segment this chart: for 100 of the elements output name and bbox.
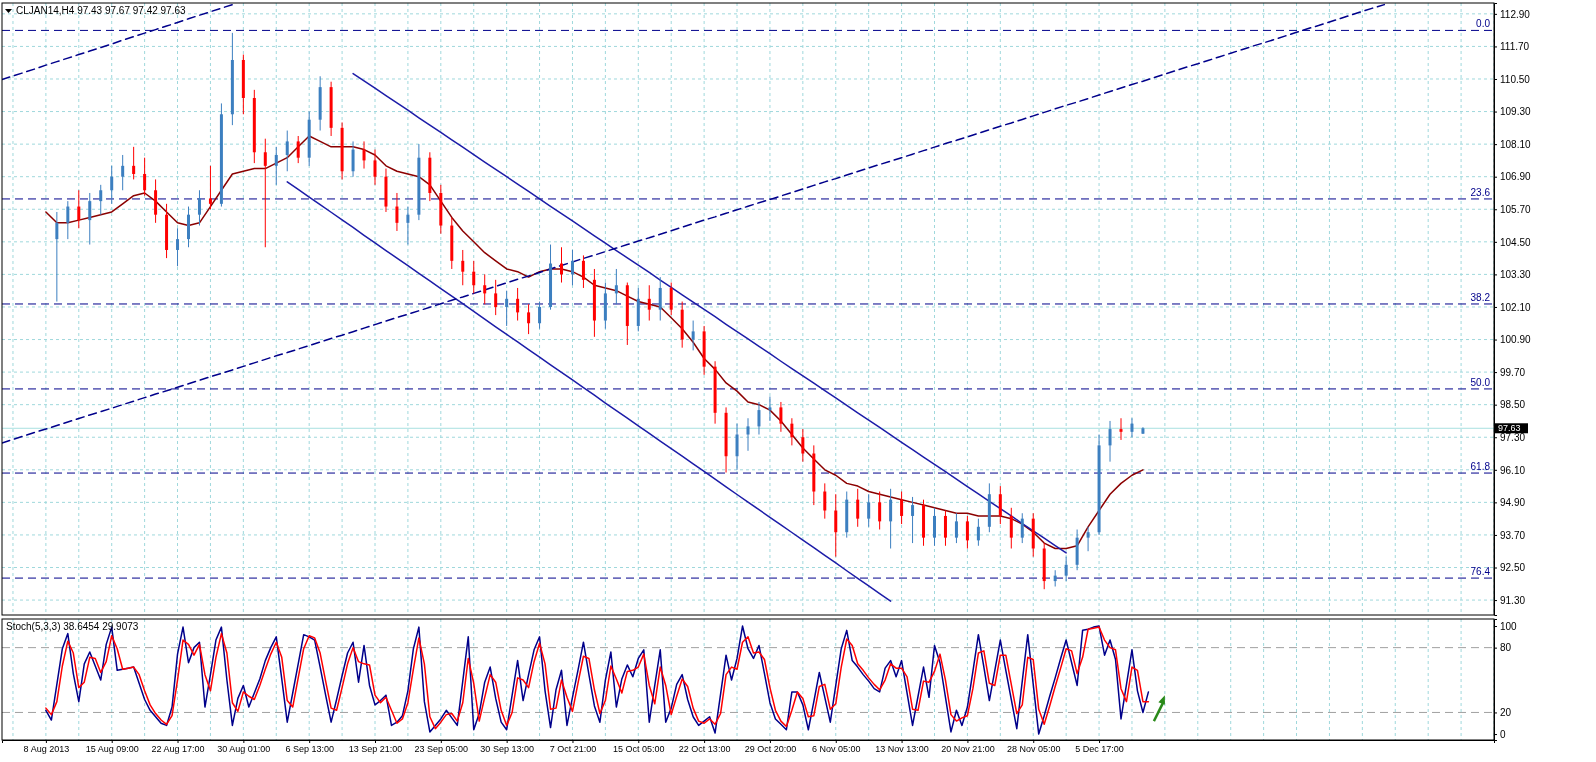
x-tick-label: 29 Oct 20:00 [744, 744, 797, 755]
candlestick [1130, 417, 1134, 438]
candlestick [285, 130, 289, 172]
x-tick-label: 30 Sep 13:00 [480, 744, 534, 755]
candlestick [516, 287, 520, 322]
candlestick [55, 211, 59, 303]
x-tick-label: 22 Oct 13:00 [678, 744, 731, 755]
y-tick-label: 99.70 [1500, 366, 1526, 378]
candlestick [99, 184, 103, 216]
x-tick-label: 5 Dec 17:00 [1075, 744, 1124, 755]
candlestick [768, 396, 772, 422]
annotation: 76.4 [1470, 566, 1491, 578]
y-tick-label: 97.30 [1500, 431, 1526, 443]
candlestick [647, 284, 651, 322]
candlestick [976, 518, 980, 547]
x-tick-label: 15 Oct 05:00 [613, 744, 665, 755]
candlestick [801, 428, 805, 463]
candlestick [878, 491, 882, 531]
candlestick [735, 423, 739, 471]
y-tick-label: 100.90 [1500, 334, 1532, 346]
candlestick [373, 149, 377, 186]
line-series [286, 181, 892, 602]
line-series [352, 72, 1067, 554]
candlestick [132, 146, 136, 180]
x-tick-label: 6 Sep 13:00 [285, 744, 334, 755]
y-tick-label: 106.90 [1500, 171, 1532, 183]
candlestick [88, 192, 92, 246]
candlestick [867, 493, 871, 528]
candlestick [943, 510, 947, 547]
candlestick [900, 491, 904, 525]
candlestick [1064, 556, 1068, 582]
candlestick [757, 401, 761, 436]
candlestick [998, 485, 1002, 525]
candlestick [570, 249, 574, 286]
candlestick [581, 254, 585, 289]
candlestick [954, 512, 958, 544]
candlestick [461, 249, 465, 286]
y-tick-label: 0 [1500, 728, 1506, 740]
candlestick [483, 273, 487, 305]
candlestick [197, 189, 201, 227]
y-tick-label: 93.70 [1500, 529, 1526, 541]
y-tick-label: 98.50 [1500, 399, 1526, 411]
annotation: 0.0 [1476, 18, 1491, 30]
candlestick [746, 417, 750, 452]
line-series [45, 135, 1144, 550]
candlestick [406, 206, 410, 246]
annotation: 61.8 [1470, 461, 1491, 473]
candlestick [395, 192, 399, 232]
candlestick [1020, 512, 1024, 544]
chart-title: CLJAN14,H4 97.43 97.67 97.42 97.63 [16, 5, 187, 16]
candlestick [1119, 417, 1123, 441]
candlestick [779, 401, 783, 433]
x-tick-label: 22 Aug 17:00 [151, 744, 205, 755]
candlestick [208, 165, 212, 210]
candlestick [176, 227, 180, 267]
y-tick-label: 92.50 [1500, 562, 1526, 574]
ref-line-label: 97.63 [1498, 423, 1521, 434]
candlestick [263, 138, 267, 248]
candlestick [505, 290, 509, 327]
candlestick [472, 260, 476, 294]
candlestick [1086, 526, 1090, 552]
candlestick [494, 279, 498, 316]
x-tick-label: 13 Sep 21:00 [348, 744, 403, 755]
annotation: 50.0 [1470, 376, 1491, 388]
candlestick [1108, 420, 1112, 463]
candlestick [834, 493, 838, 558]
y-tick-label: 109.30 [1500, 106, 1532, 118]
candlestick [856, 488, 860, 528]
candlestick [362, 140, 366, 170]
candlestick [121, 154, 125, 191]
x-tick-label: 15 Aug 09:00 [85, 744, 139, 755]
candlestick [614, 268, 618, 305]
x-tick-label: 6 Nov 05:00 [811, 744, 861, 755]
y-tick-label: 80 [1500, 642, 1512, 654]
x-tick-label: 28 Nov 05:00 [1006, 744, 1061, 755]
candlestick [66, 200, 70, 240]
y-tick-label: 111.70 [1500, 41, 1530, 53]
x-tick-label: 20 Nov 21:00 [941, 744, 995, 755]
candlestick [538, 301, 542, 330]
y-tick-label: 103.30 [1500, 269, 1532, 281]
candlestick [77, 189, 81, 229]
x-tick-label: 8 Aug 2013 [23, 744, 70, 755]
y-tick-label: 91.30 [1500, 594, 1526, 606]
candlestick [351, 140, 355, 178]
annotation: 23.6 [1470, 186, 1491, 198]
annotation: 38.2 [1470, 291, 1491, 303]
candlestick [296, 135, 300, 164]
y-tick-label: 96.10 [1500, 464, 1526, 476]
x-tick-label: 30 Aug 01:00 [217, 744, 271, 755]
chart-title: Stoch(5,3,3) 38.6454 29.9073 [6, 621, 139, 632]
candlestick [274, 146, 278, 186]
y-tick-label: 112.90 [1500, 8, 1531, 20]
x-tick-label: 7 Oct 21:00 [549, 744, 597, 755]
y-tick-label: 100 [1500, 620, 1518, 632]
candlestick [110, 165, 114, 205]
candlestick [143, 157, 147, 197]
x-tick-label: 23 Sep 05:00 [414, 744, 469, 755]
candlestick [911, 496, 915, 544]
candlestick [1009, 507, 1013, 550]
y-tick-label: 102.10 [1500, 301, 1532, 313]
